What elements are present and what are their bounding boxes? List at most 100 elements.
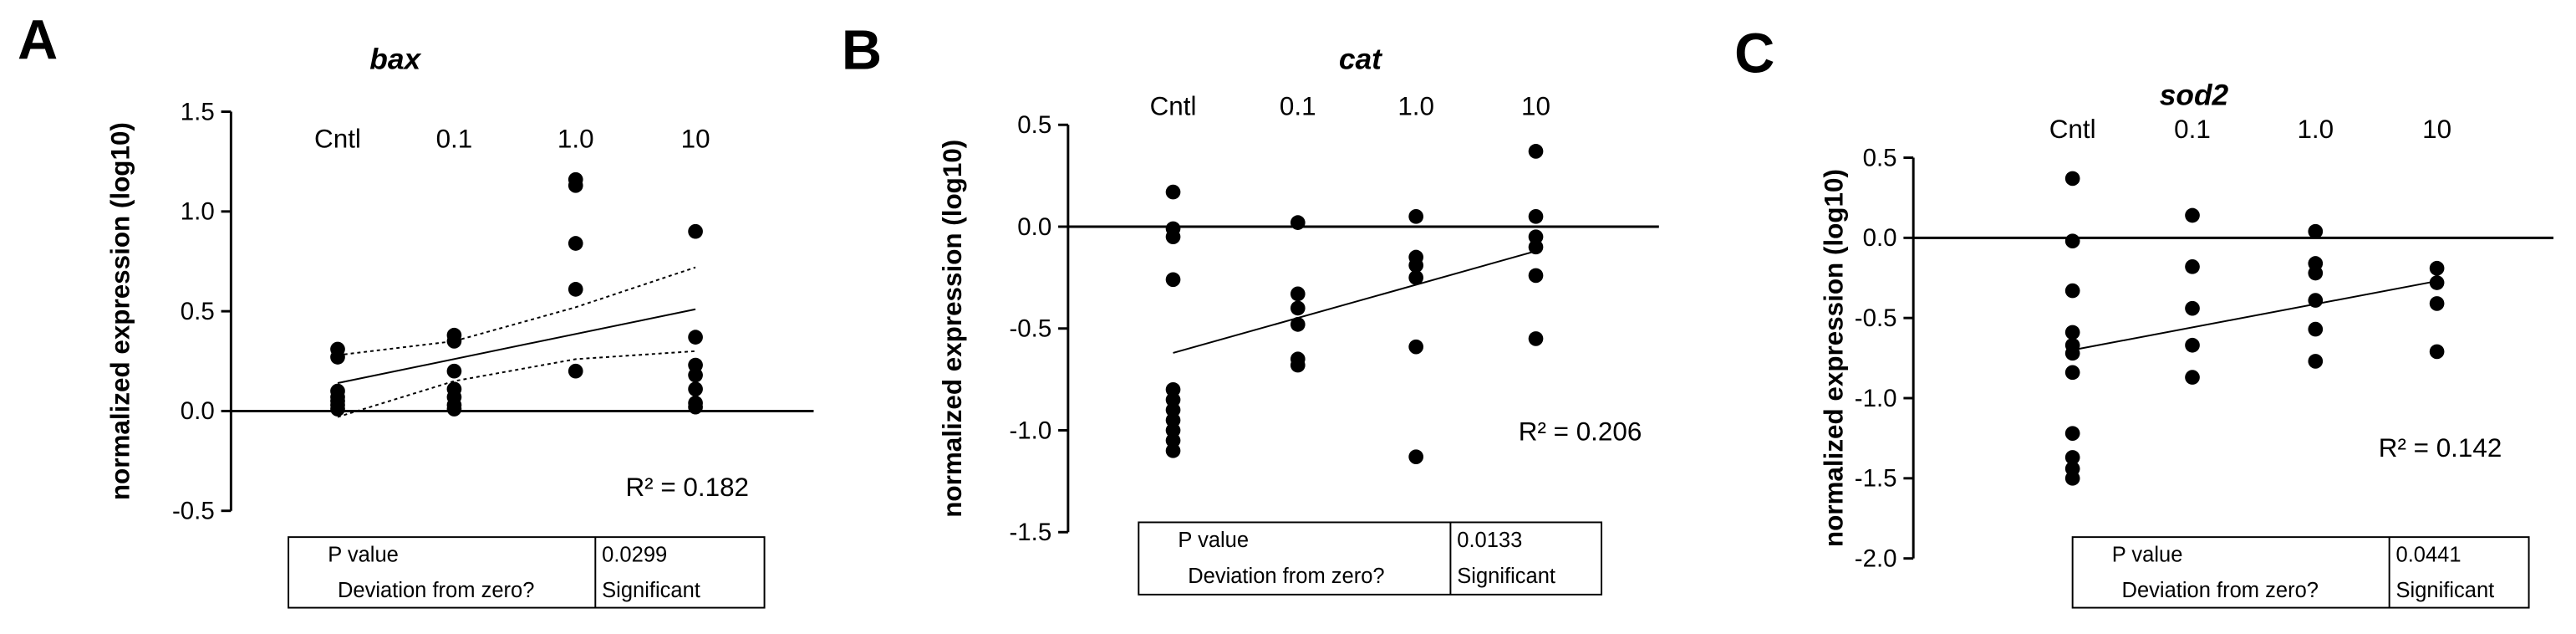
chart-title: bax	[369, 43, 421, 75]
y-tick-label: -1.0	[1855, 385, 1897, 412]
regression-line	[337, 308, 696, 384]
y-tick-label: 1.0	[181, 198, 215, 226]
y-tick-label: 1.5	[181, 98, 215, 125]
y-tick-label: 0.5	[1863, 144, 1897, 171]
data-point	[1528, 268, 1544, 284]
data-point	[2429, 260, 2445, 276]
y-tick-label: -0.5	[1855, 304, 1897, 332]
data-point	[2064, 345, 2080, 361]
data-point	[1290, 317, 1306, 332]
y-axis-label: normalized expression (log10)	[106, 122, 135, 500]
data-point	[1165, 422, 1181, 438]
panel-letter: A	[18, 10, 58, 72]
y-tick-label: -1.0	[1009, 417, 1051, 444]
y-tick-label: 0.0	[181, 397, 215, 425]
table-value: 0.0133	[1457, 529, 1522, 552]
data-point	[1408, 339, 1424, 355]
table-value: Significant	[2396, 579, 2495, 602]
data-point	[1528, 331, 1544, 346]
y-tick-label: -1.5	[1009, 519, 1051, 546]
table-label: P value	[2112, 544, 2183, 567]
data-point	[1408, 270, 1424, 285]
data-point	[688, 367, 703, 383]
y-tick-label: -2.0	[1855, 545, 1897, 572]
table-value: 0.0441	[2396, 544, 2461, 567]
r-squared: R² = 0.182	[626, 473, 750, 502]
data-point	[446, 363, 462, 379]
data-point	[1165, 392, 1181, 407]
data-point	[688, 399, 703, 415]
panel-letter: C	[1734, 23, 1774, 84]
data-point	[1165, 272, 1181, 288]
category-label: Cntl	[314, 125, 361, 154]
y-tick-label: -1.5	[1855, 465, 1897, 493]
category-label: 1.0	[1397, 91, 1434, 120]
data-point	[330, 350, 345, 365]
data-point	[2308, 354, 2324, 369]
stats-table	[1138, 521, 1603, 596]
regression-line	[2072, 280, 2437, 351]
data-point	[1408, 208, 1424, 224]
data-point	[2429, 275, 2445, 290]
panel-letter: B	[842, 19, 882, 81]
data-point	[1290, 357, 1306, 373]
data-point	[688, 223, 703, 239]
table-value: Significant	[1457, 565, 1555, 588]
data-point	[1165, 443, 1181, 458]
data-point	[1165, 229, 1181, 245]
data-point	[1290, 300, 1306, 316]
data-point	[1290, 215, 1306, 230]
data-point	[1528, 239, 1544, 255]
data-point	[2308, 265, 2324, 281]
data-point	[2185, 207, 2200, 223]
data-point	[2064, 471, 2080, 486]
data-point	[2185, 259, 2200, 274]
category-label: Cntl	[2049, 115, 2096, 144]
table-value: Significant	[602, 579, 700, 602]
data-point	[1408, 449, 1424, 464]
category-label: 10	[2422, 115, 2451, 144]
data-point	[2308, 321, 2324, 337]
category-label: 1.0	[2297, 115, 2334, 144]
data-point	[568, 282, 583, 297]
data-point	[1528, 208, 1544, 224]
data-point	[2064, 450, 2080, 465]
stats-table	[2071, 536, 2530, 609]
data-point	[2308, 223, 2324, 239]
data-point	[1528, 229, 1544, 245]
data-point	[2429, 344, 2445, 360]
table-label: P value	[328, 544, 399, 567]
confidence-band	[337, 266, 696, 356]
data-point	[688, 330, 703, 345]
y-axis-label: normalized expression (log10)	[938, 140, 967, 518]
data-point	[1165, 412, 1181, 428]
category-label: Cntl	[1150, 91, 1197, 120]
r-squared: R² = 0.206	[1519, 417, 1642, 446]
category-label: 0.1	[436, 125, 473, 154]
table-label: Deviation from zero?	[1188, 565, 1384, 588]
r-squared: R² = 0.142	[2379, 433, 2502, 463]
data-point	[2064, 426, 2080, 442]
data-point	[2064, 233, 2080, 249]
data-point	[330, 401, 345, 417]
data-point	[1528, 144, 1544, 159]
data-point	[2064, 325, 2080, 340]
data-point	[446, 334, 462, 349]
category-label: 0.1	[1280, 91, 1316, 120]
data-point	[1408, 258, 1424, 274]
data-point	[1165, 381, 1181, 397]
table-label: P value	[1178, 529, 1249, 552]
table-value: 0.0299	[602, 544, 667, 567]
category-label: 1.0	[557, 125, 594, 154]
table-label: Deviation from zero?	[338, 579, 534, 602]
y-tick-label: 0.5	[181, 298, 215, 325]
data-point	[688, 381, 703, 397]
chart-title: cat	[1339, 43, 1382, 75]
y-tick-label: 0.0	[1017, 213, 1051, 241]
y-tick-label: -0.5	[1009, 315, 1051, 343]
data-point	[568, 177, 583, 193]
